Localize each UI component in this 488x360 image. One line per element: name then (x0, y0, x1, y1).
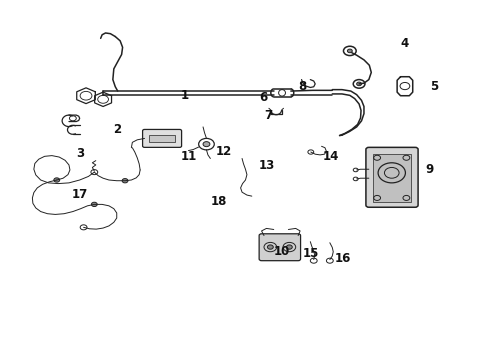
Text: 2: 2 (113, 123, 121, 136)
Circle shape (346, 49, 351, 53)
Circle shape (122, 179, 128, 183)
Circle shape (91, 202, 97, 207)
Text: 9: 9 (424, 163, 432, 176)
Text: 13: 13 (259, 159, 275, 172)
Text: 7: 7 (264, 109, 272, 122)
Text: 4: 4 (400, 37, 408, 50)
Circle shape (286, 245, 292, 249)
Text: 16: 16 (334, 252, 350, 265)
Circle shape (267, 245, 273, 249)
Text: 12: 12 (215, 145, 231, 158)
Bar (372, 154, 410, 202)
Bar (149, 135, 174, 142)
Circle shape (203, 141, 209, 147)
Text: 5: 5 (429, 80, 437, 93)
FancyBboxPatch shape (142, 130, 181, 147)
FancyBboxPatch shape (365, 147, 417, 207)
Circle shape (54, 178, 60, 182)
Text: 15: 15 (303, 247, 319, 260)
FancyBboxPatch shape (259, 234, 300, 261)
Text: 17: 17 (71, 188, 87, 201)
Text: 14: 14 (322, 150, 338, 163)
Circle shape (356, 82, 361, 86)
Text: 18: 18 (210, 195, 226, 208)
Text: 6: 6 (259, 91, 267, 104)
Text: 11: 11 (181, 150, 197, 163)
Text: 1: 1 (181, 89, 189, 102)
Text: 8: 8 (298, 80, 306, 93)
Text: 3: 3 (76, 147, 84, 159)
Text: 10: 10 (273, 245, 289, 258)
